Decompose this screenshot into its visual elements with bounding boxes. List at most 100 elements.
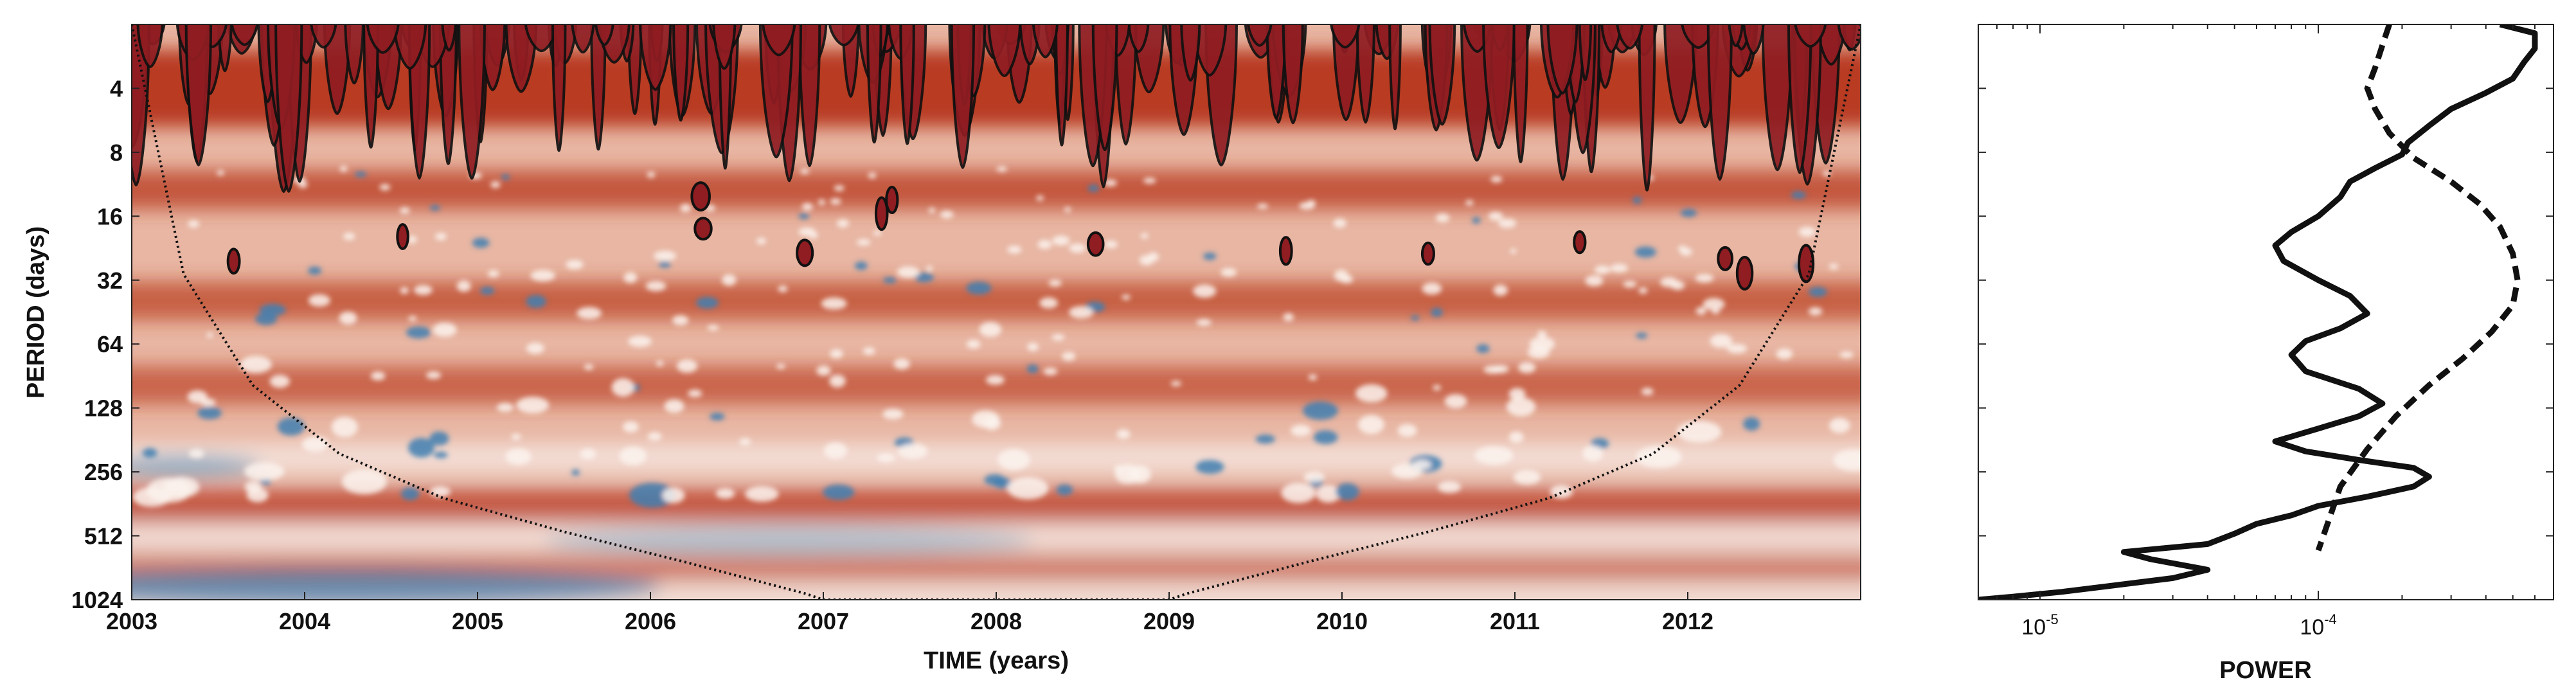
power-spot: [571, 469, 580, 476]
power-spot: [1026, 364, 1039, 373]
significance-contour: [396, 223, 409, 251]
cone-of-influence: [132, 24, 1861, 600]
power-spot: [1506, 397, 1536, 417]
significance-contour: [1247, 24, 1273, 47]
power-spot: [710, 413, 725, 421]
power-spot: [966, 282, 992, 295]
significance-contour: [1330, 24, 1361, 49]
power-spot: [496, 403, 514, 413]
power-spot: [1413, 460, 1431, 470]
wavelet-x-label: TIME (years): [924, 647, 1069, 674]
power-spot: [516, 397, 550, 414]
power-spot: [1641, 388, 1654, 395]
power-spot: [429, 431, 449, 446]
power-spot: [1087, 184, 1100, 192]
significance-contour: [885, 185, 899, 215]
significance-contour: [366, 24, 400, 54]
global-power-line: [1978, 24, 2538, 600]
power-spot: [893, 358, 910, 370]
y-tick-label: 64: [97, 331, 123, 357]
power-spot: [301, 436, 329, 453]
power-spot: [277, 417, 305, 436]
power-spot: [1585, 275, 1604, 287]
high-power-band: [132, 366, 1861, 405]
power-spot: [1255, 435, 1275, 444]
power-spot: [984, 474, 1005, 486]
power-spot: [1283, 313, 1294, 321]
power-spot: [307, 266, 322, 275]
power-tick-label: 10-5: [2021, 611, 2058, 640]
y-tick-label: 32: [97, 267, 123, 294]
power-spot: [1474, 446, 1514, 465]
power-spot: [1726, 344, 1748, 354]
power-spot: [1052, 235, 1070, 246]
y-tick-label: 4: [110, 75, 123, 102]
power-spot: [1808, 307, 1823, 316]
power-spot: [722, 274, 737, 286]
power-spot: [1676, 420, 1722, 443]
power-spot: [928, 208, 936, 213]
power-spot: [331, 417, 358, 438]
power-spot: [1636, 332, 1648, 339]
power-spot: [580, 449, 596, 460]
significance-contour: [874, 196, 889, 231]
power-spot: [1006, 477, 1049, 499]
power-spot: [1508, 388, 1526, 400]
power-spot: [244, 462, 285, 481]
power-spot: [1039, 297, 1059, 309]
power-spot: [1636, 445, 1682, 468]
significance-contour: [136, 24, 164, 69]
power-spot: [526, 343, 544, 354]
power-spot: [511, 433, 521, 440]
power-spot: [1064, 207, 1071, 213]
power-spot: [1839, 351, 1854, 359]
significance-contour: [1278, 236, 1293, 266]
power-spot: [816, 365, 831, 376]
power-spot: [997, 449, 1030, 471]
global-spectrum-background: [1978, 24, 2554, 600]
significance-contour: [1086, 231, 1105, 257]
power-spot: [914, 272, 934, 283]
power-spot: [798, 213, 810, 220]
power-spot: [187, 390, 208, 404]
significance-contour: [226, 247, 241, 275]
power-spot: [818, 199, 826, 206]
power-spot: [472, 237, 490, 248]
power-spot: [1444, 394, 1467, 409]
significance-contour: [1388, 24, 1402, 130]
power-spot: [1509, 431, 1524, 444]
power-spot: [1313, 430, 1338, 444]
wavelet-panel: 2003 2004 2005 2006 2007 2008 2009 2010 2011 2012…: [22, 24, 1861, 674]
power-spot: [1257, 204, 1269, 210]
power-spot: [1027, 343, 1039, 352]
power-spot: [1048, 279, 1062, 287]
significance-contour: [230, 24, 259, 46]
power-spot: [823, 442, 848, 459]
significance-contour: [132, 24, 151, 186]
significance-contour: [439, 24, 458, 165]
power-spot: [1104, 179, 1117, 186]
power-spot: [1139, 255, 1154, 265]
power-spot: [854, 261, 868, 271]
power-spot: [1498, 219, 1517, 228]
power-spot: [1195, 460, 1224, 474]
power-spot: [400, 287, 409, 294]
power-spot: [996, 166, 1007, 172]
power-spot: [745, 486, 779, 502]
significance-contour: [1180, 24, 1201, 82]
significance-contour: [1512, 24, 1529, 163]
significance-contour: [758, 24, 794, 159]
power-spot: [883, 276, 897, 283]
power-spot: [979, 322, 1002, 337]
power-spot: [408, 316, 417, 321]
power-spot: [1488, 211, 1503, 221]
y-tick-label: 16: [97, 203, 123, 229]
power-spot: [1193, 284, 1217, 298]
power-spot: [1051, 334, 1065, 341]
power-spot: [656, 360, 664, 366]
wavelet-y-axis: 4 8 16 32 64 128 256 512 1024: [71, 75, 139, 613]
significance-contour: [551, 24, 567, 152]
power-spot: [1281, 482, 1316, 503]
power-spot: [526, 294, 546, 309]
